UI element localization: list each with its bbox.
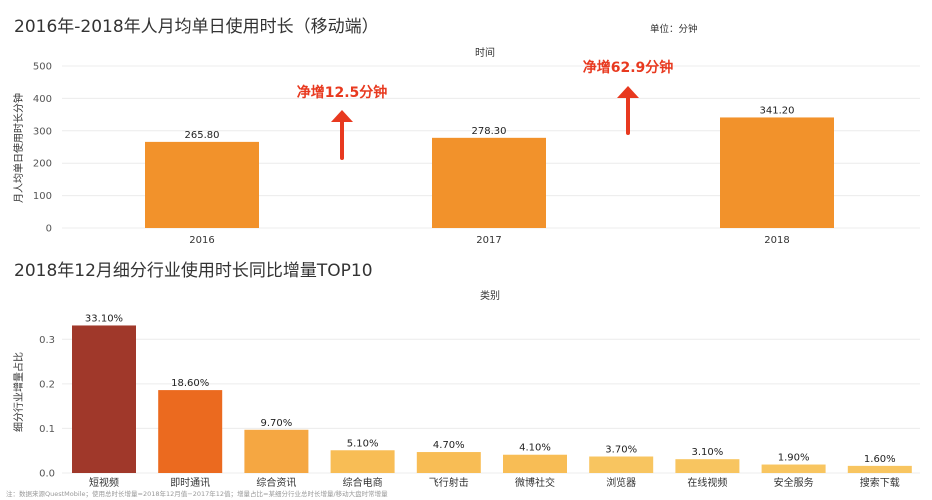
chart1-y-axis-title: 月人均单日使用时长分钟 <box>12 93 25 203</box>
red-up-arrow-icon <box>331 110 353 160</box>
chart1-y-tick-label: 200 <box>33 159 52 170</box>
chart2-bar-value-label: 3.10% <box>692 447 724 458</box>
chart2-x-tick-label: 飞行射击 <box>429 476 469 489</box>
chart1-y-tick-label: 400 <box>33 94 52 105</box>
chart2-x-tick-label: 短视频 <box>89 476 119 489</box>
chart2-bar-即时通讯 <box>158 390 223 473</box>
chart2-y-tick-label: 0.0 <box>39 469 55 480</box>
chart1-x-tick-label: 2017 <box>476 235 501 246</box>
chart2-y-tick-label: 0.1 <box>39 424 55 435</box>
chart2-bars: 33.10% 短视频 18.60% 即时通讯 9.70% 综合资讯 5.10% 综合电商 4.7… <box>72 313 912 489</box>
chart2-bar-value-label: 1.90% <box>778 453 810 464</box>
chart1-y-tick-label: 100 <box>33 191 52 202</box>
chart2-x-tick-label: 浏览器 <box>606 476 636 489</box>
chart1-annotations: 净增12.5分钟 净增62.9分钟 <box>297 59 674 160</box>
chart2-bar-value-label: 33.10% <box>85 313 123 324</box>
chart2-y-ticks: 0.0 0.1 0.2 0.3 <box>39 335 55 480</box>
chart2-bar-短视频 <box>72 325 136 473</box>
chart1-y-tick-label: 300 <box>33 126 52 137</box>
chart2-bar-value-label: 9.70% <box>261 418 293 429</box>
chart2-bar-搜索下载 <box>847 465 912 473</box>
chart1-title: 2016年-2018年人月均单日使用时长（移动端） <box>14 16 379 37</box>
chart1-x-tick-label: 2016 <box>189 235 214 246</box>
chart2-bar-飞行射击 <box>416 452 481 473</box>
chart2-bar-在线视频 <box>675 459 740 473</box>
chart2-bar-value-label: 4.70% <box>433 440 465 451</box>
chart1-bar-value-label: 278.30 <box>472 126 507 137</box>
chart2-title: 2018年12月细分行业使用时长同比增量TOP10 <box>14 260 373 281</box>
chart1-bars: 265.80 2016 278.30 2017 341.20 2018 <box>145 105 834 246</box>
chart2-x-tick-label: 即时通讯 <box>170 477 210 489</box>
chart2-bar-value-label: 4.10% <box>519 443 551 454</box>
chart2-bar-value-label: 1.60% <box>864 454 896 465</box>
chart2-x-axis-title: 类别 <box>480 289 500 302</box>
chart1-x-tick-label: 2018 <box>764 235 789 246</box>
chart1-x-axis-title: 时间 <box>475 46 495 59</box>
chart2-bar-浏览器 <box>589 456 654 473</box>
chart1-annotation-text: 净增12.5分钟 <box>297 84 388 101</box>
chart1-unit-label: 单位：分钟 <box>650 23 698 35</box>
chart2-bar-综合电商 <box>330 450 395 473</box>
chart1-bar-value-label: 265.80 <box>185 130 220 141</box>
chart1-bar-2016 <box>145 141 259 228</box>
chart1-y-tick-label: 500 <box>33 62 52 73</box>
chart2-x-tick-label: 综合资讯 <box>256 476 296 489</box>
chart2-y-tick-label: 0.2 <box>39 379 55 390</box>
chart2-y-axis-title: 细分行业增量占比 <box>12 352 25 432</box>
chart1-y-ticks: 0 100 200 300 400 500 <box>33 62 52 235</box>
chart1-y-tick-label: 0 <box>46 224 52 235</box>
chart1-annotation-text: 净增62.9分钟 <box>583 59 674 76</box>
chart1-bar-value-label: 341.20 <box>760 105 795 116</box>
chart2-x-tick-label: 在线视频 <box>687 476 727 489</box>
chart2-bar-安全服务 <box>761 464 826 473</box>
chart2-bar-综合资讯 <box>244 429 309 473</box>
chart2-x-tick-label: 微博社交 <box>515 476 555 489</box>
red-up-arrow-icon <box>617 86 639 135</box>
footnote: 注：数据来源QuestMobile；使用总时长增量=2018年12月值−2017… <box>6 489 388 498</box>
chart2-bar-value-label: 3.70% <box>605 445 637 456</box>
chart2-bar-value-label: 5.10% <box>347 438 379 449</box>
chart2-bar-value-label: 18.60% <box>171 378 209 389</box>
chart2-x-tick-label: 安全服务 <box>774 476 814 489</box>
chart2-x-tick-label: 综合电商 <box>343 476 383 489</box>
chart1-bar-2017 <box>432 137 546 228</box>
chart2-y-tick-label: 0.3 <box>39 335 55 346</box>
chart2-x-tick-label: 搜索下载 <box>860 476 900 489</box>
chart2-bar-微博社交 <box>503 454 567 473</box>
chart1-bar-2018 <box>720 117 834 228</box>
